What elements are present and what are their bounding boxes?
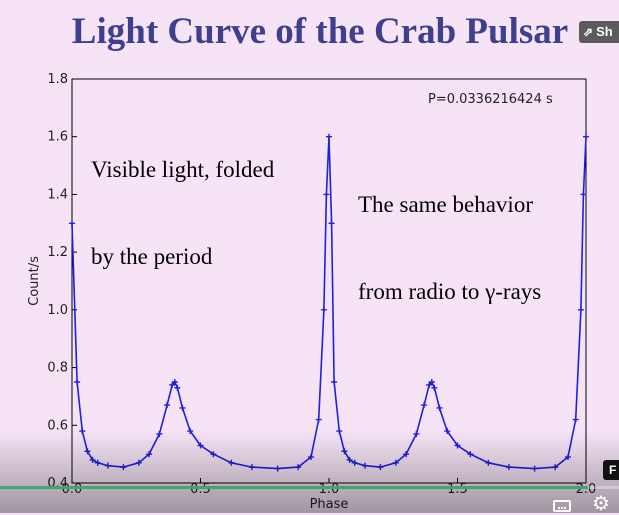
data-point (577, 306, 584, 313)
data-point (171, 379, 178, 385)
progress-bar[interactable] (0, 486, 619, 489)
data-point (248, 464, 255, 471)
data-point (580, 191, 587, 198)
data-point (156, 430, 163, 437)
annotation-visible-light-line1: Visible light, folded (91, 157, 275, 182)
data-point (328, 220, 335, 227)
x-tick-label: 2.0 (576, 482, 597, 497)
data-point (413, 430, 420, 437)
data-point (320, 306, 327, 313)
data-point (436, 404, 443, 411)
annotation-visible-light: Visible light, folded by the period (91, 97, 274, 300)
data-point (565, 454, 572, 461)
annotation-same-behavior-line1: The same behavior (358, 192, 533, 217)
data-point (341, 448, 348, 455)
data-point (308, 454, 315, 461)
data-point (351, 459, 358, 466)
y-axis-label: Count/s (27, 256, 42, 306)
data-point (179, 404, 186, 411)
data-point (79, 428, 86, 435)
data-point (431, 384, 438, 391)
light-curve-line (71, 136, 587, 470)
share-button[interactable]: ⇗ Sh (579, 21, 619, 43)
share-label: Sh (596, 24, 613, 39)
y-tick-label: 1.6 (47, 130, 68, 145)
data-point (454, 442, 461, 449)
period-label: P=0.0336216424 s (428, 92, 553, 107)
data-point (326, 133, 332, 140)
data-point (69, 220, 75, 227)
data-point (74, 379, 81, 385)
data-point (572, 416, 579, 423)
x-tick-label: 1.0 (319, 482, 340, 497)
captions-icon[interactable] (553, 500, 571, 512)
data-point (89, 456, 96, 463)
data-point (331, 379, 338, 385)
data-point (197, 442, 204, 449)
data-point (336, 428, 343, 435)
data-point (361, 462, 368, 469)
data-point (323, 191, 330, 198)
data-point (187, 428, 194, 435)
data-point (346, 456, 353, 463)
data-point (583, 133, 589, 140)
data-point (505, 464, 512, 471)
x-tick-label: 1.5 (447, 482, 468, 497)
data-point (135, 459, 142, 466)
annotation-same-behavior-line2: from radio to γ-rays (358, 279, 542, 304)
data-point (485, 459, 492, 466)
data-point (274, 465, 281, 472)
progress-bar-fill (0, 486, 589, 489)
x-tick-label: 0.5 (190, 482, 211, 497)
data-point (428, 379, 435, 385)
data-point (377, 464, 384, 471)
data-point (444, 428, 451, 435)
data-point (210, 451, 217, 458)
data-point (174, 384, 181, 391)
data-point (84, 448, 91, 455)
data-point (120, 464, 127, 471)
fullscreen-hint: F (603, 460, 619, 480)
x-tick-label: 0.0 (62, 482, 83, 497)
x-axis-label: Phase (310, 497, 349, 512)
y-tick-label: 0.6 (47, 418, 68, 433)
share-icon: ⇗ (583, 25, 594, 39)
data-point (531, 465, 538, 472)
y-tick-label: 1.4 (47, 187, 68, 202)
data-point (315, 416, 322, 423)
data-point (228, 459, 235, 466)
data-point (164, 402, 171, 409)
data-point (421, 402, 428, 409)
annotation-visible-light-line2: by the period (91, 244, 213, 269)
data-point (403, 451, 410, 458)
data-point (295, 464, 302, 471)
slide-title: Light Curve of the Crab Pulsar (71, 11, 569, 52)
data-point (94, 459, 101, 466)
y-tick-label: 0.8 (47, 361, 68, 376)
data-point (104, 462, 111, 469)
data-point (467, 451, 474, 458)
y-tick-label: 1.2 (47, 245, 68, 260)
gear-icon[interactable]: ⚙ (592, 493, 610, 515)
data-point (552, 464, 559, 471)
data-point (392, 459, 399, 466)
data-point (146, 451, 153, 458)
y-tick-label: 1.0 (47, 303, 68, 318)
annotation-same-behavior: The same behavior from radio to γ-rays (358, 132, 541, 335)
y-tick-label: 1.8 (47, 72, 68, 87)
